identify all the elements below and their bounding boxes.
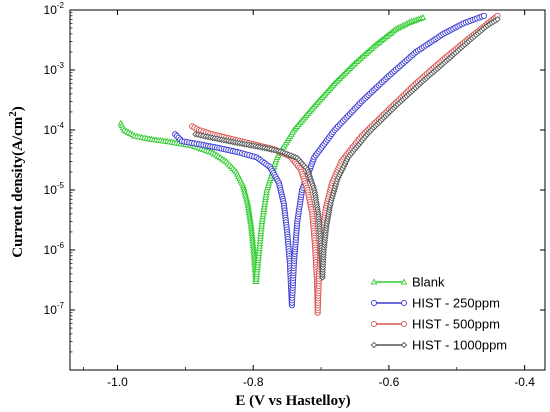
legend-marker	[370, 299, 378, 307]
legend-marker	[400, 320, 408, 328]
y-axis-ticks: 10-7 10-6 10-5 10-4 10-3 10-2	[44, 1, 545, 353]
series-layer	[117, 12, 501, 316]
series-hist-1000ppm	[192, 16, 501, 281]
legend-label: HIST - 500ppm	[412, 317, 500, 332]
legend: Blank HIST - 250ppm HIST - 500ppm HIST - 10…	[370, 275, 507, 353]
y-tick-label: 10-2	[44, 1, 65, 17]
legend-marker	[370, 278, 378, 285]
x-axis-ticks: -1.0 -0.8 -0.6 -0.4	[83, 10, 535, 389]
y-tick-label: 10-4	[44, 121, 65, 137]
data-point	[494, 16, 501, 23]
x-tick-label: -0.4	[514, 375, 535, 389]
legend-marker	[370, 320, 378, 328]
x-tick-label: -0.6	[379, 375, 400, 389]
series-hist-250ppm	[172, 12, 487, 309]
y-tick-label: 10-6	[44, 241, 65, 257]
legend-marker	[400, 299, 408, 307]
y-tick-label: 10-5	[44, 181, 65, 197]
legend-marker	[400, 341, 408, 349]
legend-label: HIST - 1000ppm	[412, 338, 507, 353]
legend-label: HIST - 250ppm	[412, 296, 500, 311]
x-tick-label: -1.0	[107, 375, 128, 389]
legend-label: Blank	[412, 275, 445, 290]
y-tick-label: 10-7	[44, 301, 65, 317]
legend-marker	[370, 341, 378, 349]
series-blank	[117, 13, 427, 284]
x-tick-label: -0.8	[243, 375, 264, 389]
data-point	[480, 12, 487, 19]
y-axis-label: Current density(A/cm2)	[7, 106, 26, 257]
data-point	[419, 13, 427, 21]
legend-marker	[400, 278, 408, 285]
y-tick-label: 10-3	[44, 61, 65, 77]
x-axis-label: E (V vs Hastelloy)	[235, 393, 350, 409]
